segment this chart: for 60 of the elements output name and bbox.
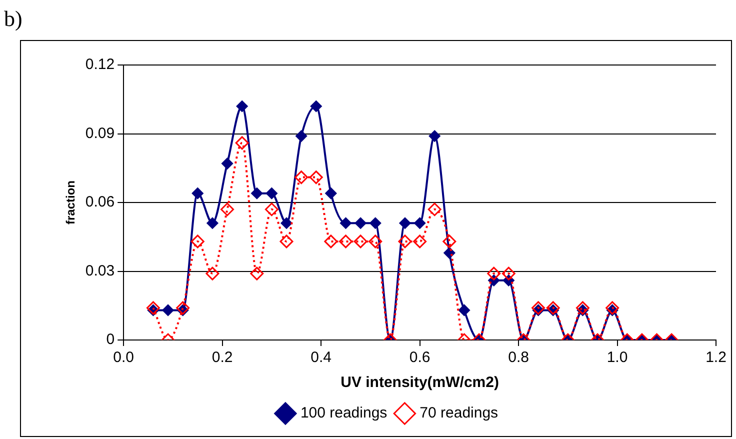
point <box>399 217 411 229</box>
point <box>576 301 590 315</box>
point <box>442 234 456 248</box>
point <box>222 158 234 170</box>
x-tick-label: 0.4 <box>310 349 332 366</box>
legend-label: 70 readings <box>420 404 498 422</box>
point <box>546 301 560 315</box>
point <box>146 301 160 315</box>
point <box>309 170 323 184</box>
y-axis-title: fraction <box>64 180 78 225</box>
point <box>296 130 308 142</box>
point <box>251 188 263 200</box>
point <box>458 304 470 316</box>
point <box>414 217 426 229</box>
point <box>250 266 264 280</box>
x-tick-label: 1.2 <box>706 349 726 366</box>
point <box>280 217 292 229</box>
point <box>428 202 442 216</box>
point <box>176 301 190 315</box>
point <box>502 266 516 280</box>
text: b) <box>4 6 22 32</box>
point <box>206 266 220 280</box>
point <box>338 234 352 248</box>
point <box>354 217 366 229</box>
y-tick-label: 0.12 <box>85 56 115 74</box>
point <box>368 234 382 248</box>
point <box>162 304 174 316</box>
point <box>487 266 501 280</box>
x-tick-label: 0.8 <box>508 349 529 366</box>
point <box>236 100 248 112</box>
point <box>280 234 294 248</box>
point <box>206 217 218 229</box>
point <box>428 130 440 142</box>
point <box>340 217 352 229</box>
point <box>190 234 204 248</box>
y-tick-label: 0 <box>106 331 115 348</box>
point <box>532 301 546 315</box>
point <box>220 202 234 216</box>
point <box>606 301 620 315</box>
point <box>310 100 322 112</box>
x-tick-label: 0.2 <box>212 349 233 366</box>
point <box>235 136 249 150</box>
point <box>398 234 412 248</box>
point <box>264 202 278 216</box>
x-tick-label: 0.0 <box>113 349 134 366</box>
point <box>413 234 427 248</box>
point <box>354 234 368 248</box>
point <box>192 188 204 200</box>
point <box>370 217 382 229</box>
legend-label: 100 readings <box>300 404 388 422</box>
x-tick-label: 0.6 <box>409 349 430 366</box>
point <box>294 170 308 184</box>
y-tick-label: 0.09 <box>85 124 115 142</box>
point <box>325 188 337 200</box>
point <box>324 234 338 248</box>
y-tick-label: 0.03 <box>85 262 115 280</box>
x-tick-label: 1.0 <box>606 349 628 366</box>
y-tick-label: 0.06 <box>85 194 115 211</box>
point <box>266 188 278 200</box>
x-axis-title: UV intensity(mW/cm2) <box>340 374 499 392</box>
